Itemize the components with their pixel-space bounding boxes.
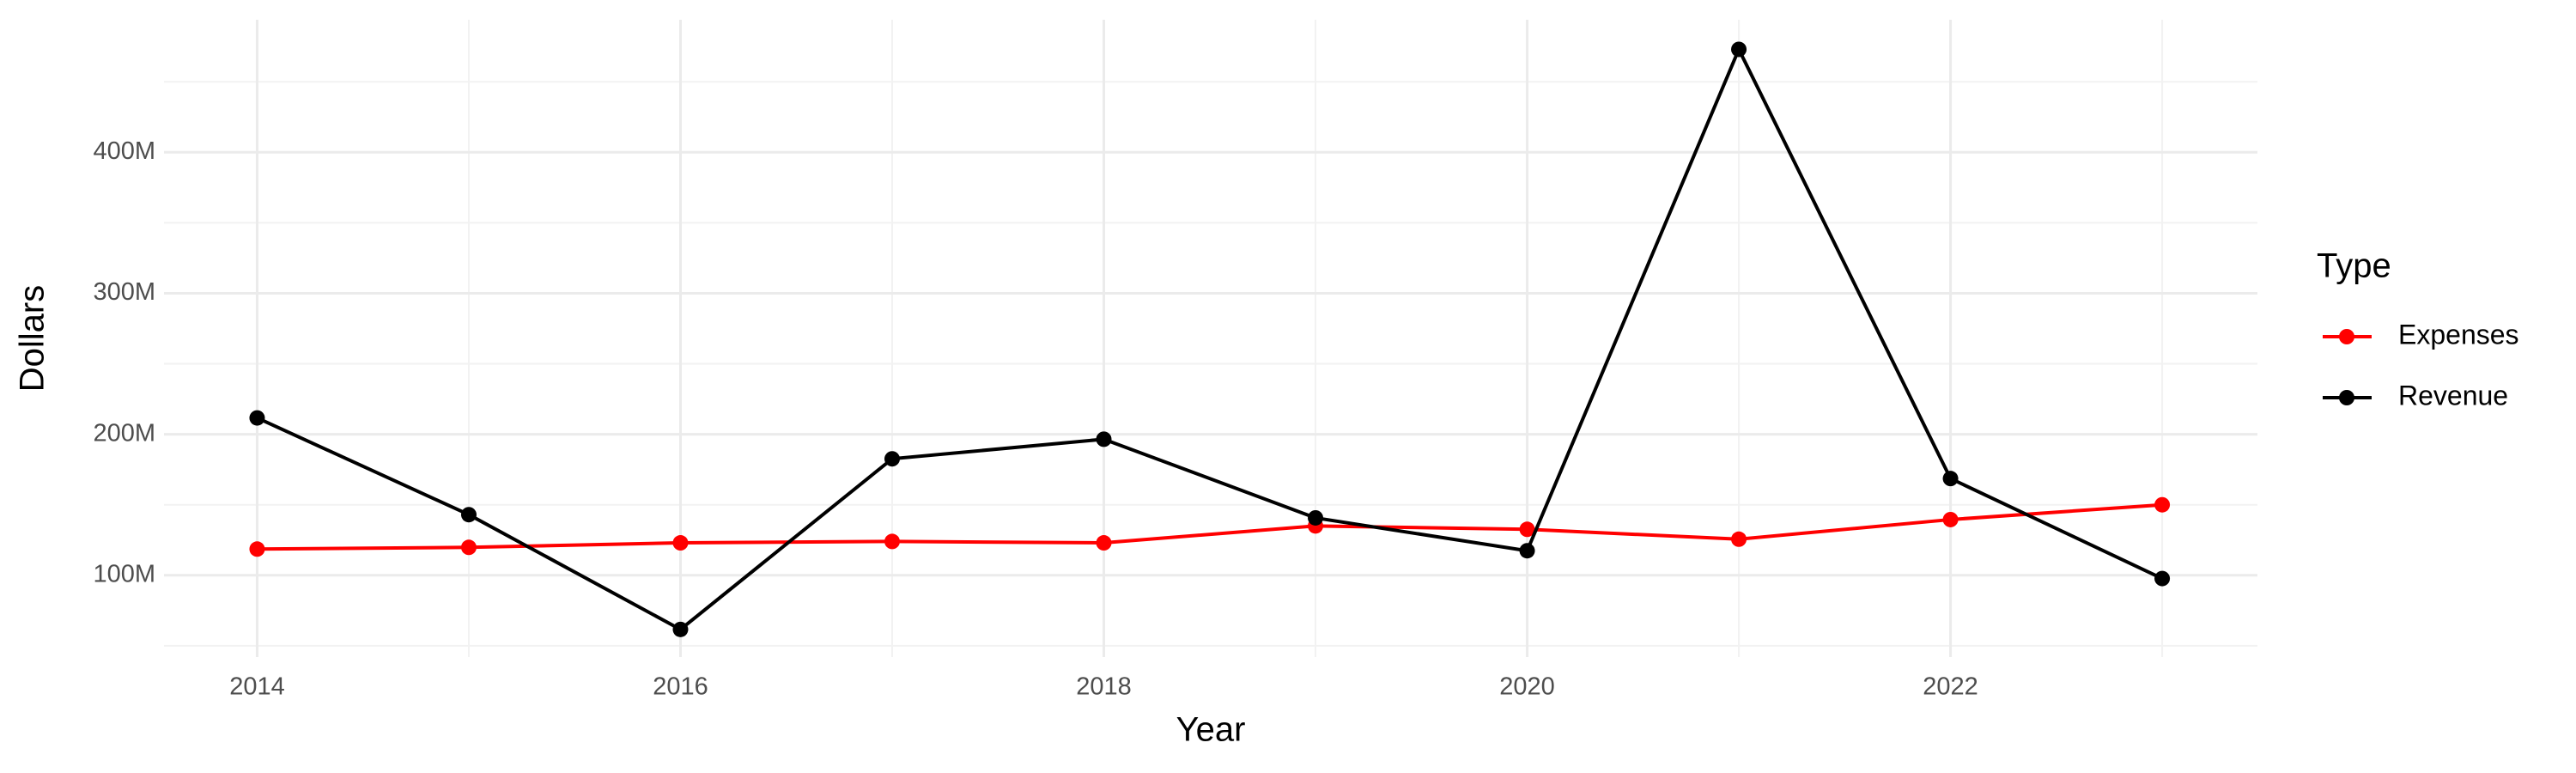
legend-key-point: [2339, 390, 2354, 405]
y-tick-label: 300M: [93, 278, 155, 306]
data-point: [249, 410, 265, 426]
data-point: [1519, 521, 1535, 538]
data-point: [1308, 509, 1324, 526]
x-tick-label: 2016: [653, 673, 708, 701]
data-point: [1731, 41, 1747, 58]
x-tick-label: 2014: [229, 673, 285, 701]
x-tick-label: 2018: [1076, 673, 1132, 701]
legend-key-point: [2339, 329, 2354, 344]
data-point: [1096, 535, 1112, 551]
data-point: [249, 541, 265, 557]
data-point: [1731, 531, 1747, 547]
data-point: [672, 621, 689, 637]
data-point: [2154, 570, 2171, 587]
data-point: [1519, 543, 1535, 559]
x-axis-title: Year: [1176, 711, 1246, 749]
data-point: [460, 539, 477, 556]
y-axis-title: Dollars: [14, 285, 52, 392]
legend-label: Expenses: [2398, 319, 2519, 350]
x-tick-label: 2022: [1923, 673, 1978, 701]
y-tick-label: 200M: [93, 419, 155, 447]
x-tick-label: 2020: [1499, 673, 1555, 701]
data-point: [672, 535, 689, 551]
y-tick-label: 400M: [93, 137, 155, 165]
legend-title: Type: [2317, 247, 2391, 285]
series-line: [257, 502, 2163, 551]
data-point: [2154, 496, 2171, 513]
data-point: [1096, 431, 1112, 447]
y-tick-label: 100M: [93, 560, 155, 587]
data-point: [884, 451, 900, 467]
data-point: [1942, 511, 1959, 527]
data-point: [1942, 471, 1959, 487]
legend-label: Revenue: [2398, 380, 2508, 411]
data-point: [460, 507, 477, 523]
data-point: [884, 533, 900, 550]
series-line: [256, 45, 2163, 632]
